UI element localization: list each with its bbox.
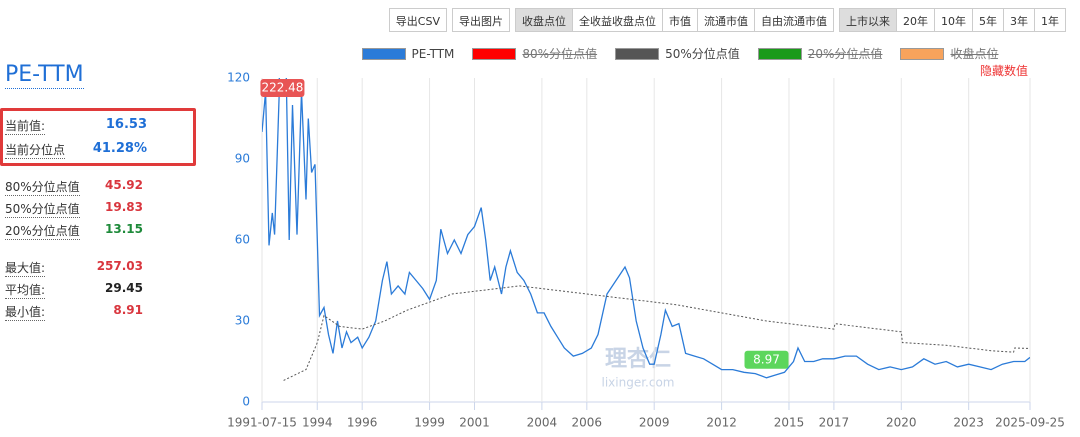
metrics-button[interactable]: 自由流通市值 — [754, 8, 834, 32]
stat-row: 最小值: 8.91 — [5, 303, 143, 321]
annotation-label: 222.48 — [261, 81, 303, 95]
stat-row: 当前值: 16.53 — [5, 117, 147, 135]
series-line — [283, 285, 1030, 381]
metrics-button[interactable]: 全收益收盘点位 — [572, 8, 663, 32]
x-tick-label: 1991-07-15 — [227, 416, 297, 430]
x-tick-label: 2025-09-25 — [995, 416, 1065, 430]
x-tick-label: 2001 — [459, 416, 490, 430]
stat-row: 80%分位点值 45.92 — [5, 178, 143, 196]
stat-value: 29.45 — [105, 281, 143, 295]
stat-value: 8.91 — [113, 303, 143, 317]
legend-label: 80%分位点值 — [522, 47, 598, 61]
x-tick-label: 1994 — [302, 416, 333, 430]
legend-item[interactable]: 80%分位点值 — [472, 45, 597, 62]
legend-swatch — [615, 47, 660, 60]
legend-swatch — [757, 47, 802, 60]
watermark-site: lixinger.com — [602, 376, 675, 390]
y-tick-label: 120 — [227, 71, 250, 85]
legend-label: 收盘点位 — [950, 47, 999, 61]
x-tick-label: 2023 — [953, 416, 984, 430]
legend-item[interactable]: PE-TTM — [361, 45, 455, 62]
series-line — [262, 78, 1030, 379]
stat-value: 257.03 — [96, 259, 143, 273]
y-tick-label: 0 — [242, 395, 250, 409]
stat-row: 当前分位点 41.28% — [5, 141, 147, 159]
legend-swatch — [472, 47, 517, 60]
metrics-button[interactable]: 市值 — [662, 8, 698, 32]
ranges-button[interactable]: 3年 — [1003, 8, 1035, 32]
x-tick-label: 2009 — [639, 416, 670, 430]
stat-label: 当前分位点 — [5, 143, 66, 159]
stat-row: 平均值: 29.45 — [5, 281, 143, 299]
legend: PE-TTM 80%分位点值 50%分位点值 20%分位点值 收盘点位 — [330, 45, 1030, 62]
x-tick-label: 2020 — [886, 416, 917, 430]
ranges-button[interactable]: 20年 — [896, 8, 935, 32]
export-group: 导出CSV 导出图片 — [388, 8, 510, 32]
legend-swatch — [361, 47, 406, 60]
y-tick-label: 90 — [235, 152, 250, 166]
stat-value: 19.83 — [105, 200, 143, 214]
stat-label: 50%分位点值 — [5, 202, 80, 218]
x-tick-label: 1999 — [414, 416, 445, 430]
x-tick-label: 2012 — [706, 416, 737, 430]
stat-label: 20%分位点值 — [5, 224, 80, 240]
ranges-group: 上市以来 20年 10年 5年 3年 1年 — [839, 8, 1066, 32]
legend-item[interactable]: 20%分位点值 — [757, 45, 883, 62]
toolbar: 导出CSV 导出图片 收盘点位 全收益收盘点位 市值 流通市值 自由流通市值 上市以来 20年 1… — [388, 8, 1066, 32]
x-tick-label: 2006 — [572, 416, 603, 430]
watermark: 理杏仁 — [605, 346, 671, 372]
stat-value: 45.92 — [105, 178, 143, 192]
metrics-button[interactable]: 流通市值 — [697, 8, 755, 32]
legend-item[interactable]: 收盘点位 — [900, 45, 998, 62]
ranges-button[interactable]: 10年 — [934, 8, 973, 32]
ranges-button[interactable]: 1年 — [1034, 8, 1066, 32]
stat-value: 13.15 — [105, 222, 143, 236]
stat-label: 最大值: — [5, 261, 46, 277]
legend-label: 20%分位点值 — [807, 47, 883, 61]
legend-label: 50%分位点值 — [665, 47, 740, 61]
stat-label: 平均值: — [5, 283, 46, 299]
legend-swatch — [900, 47, 945, 60]
export-button[interactable]: 导出CSV — [388, 8, 447, 32]
x-tick-label: 1996 — [347, 416, 378, 430]
ranges-button[interactable]: 5年 — [972, 8, 1004, 32]
highlight-box — [0, 108, 196, 166]
legend-item[interactable]: 50%分位点值 — [615, 45, 740, 62]
stat-row: 最大值: 257.03 — [5, 259, 143, 277]
x-tick-label: 2017 — [819, 416, 850, 430]
metrics-button[interactable]: 收盘点位 — [515, 8, 573, 32]
annotation-label: 8.97 — [753, 352, 780, 366]
y-tick-label: 60 — [235, 233, 250, 247]
legend-label: PE-TTM — [411, 46, 455, 61]
stat-row: 50%分位点值 19.83 — [5, 200, 143, 218]
stat-label: 最小值: — [5, 305, 46, 321]
stat-label: 80%分位点值 — [5, 180, 80, 196]
x-tick-label: 2015 — [774, 416, 805, 430]
export-button[interactable]: 导出图片 — [452, 8, 510, 32]
hide-values[interactable]: 隐藏数值 — [980, 64, 1029, 78]
x-tick-label: 2004 — [527, 416, 558, 430]
sidebar-title: PE-TTM — [5, 62, 84, 89]
stat-label: 当前值: — [5, 119, 46, 135]
stat-row: 20%分位点值 13.15 — [5, 222, 143, 240]
ranges-button[interactable]: 上市以来 — [839, 8, 897, 32]
annotation-box — [744, 350, 789, 369]
metrics-group: 收盘点位 全收益收盘点位 市值 流通市值 自由流通市值 — [515, 8, 834, 32]
stat-value: 41.28% — [92, 141, 147, 156]
stat-value: 16.53 — [105, 117, 147, 132]
annotation-box — [260, 79, 305, 97]
y-tick-label: 30 — [235, 314, 250, 328]
